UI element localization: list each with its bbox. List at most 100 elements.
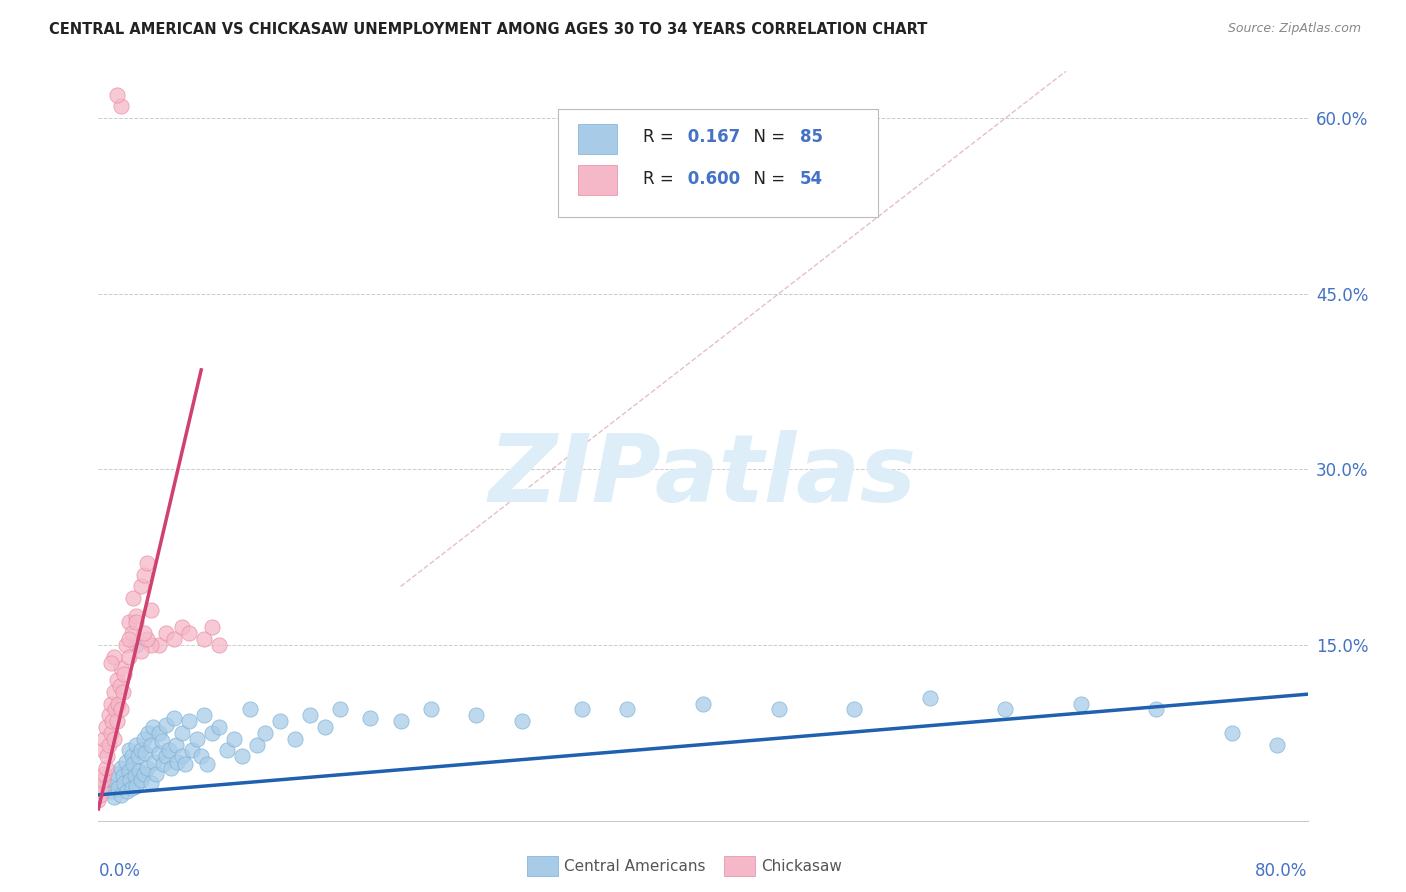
Point — [105, 673, 128, 688]
Point — [224, 731, 246, 746]
Point — [186, 731, 208, 746]
Point — [239, 702, 262, 716]
Point — [173, 757, 195, 772]
Text: 0.600: 0.600 — [682, 169, 741, 187]
Point — [150, 734, 173, 748]
Point — [105, 87, 128, 102]
Point — [134, 746, 156, 760]
Point — [465, 708, 488, 723]
Point — [103, 790, 125, 805]
Point — [155, 749, 177, 764]
Text: 54: 54 — [800, 169, 823, 187]
Point — [692, 697, 714, 711]
Point — [114, 638, 136, 652]
Point — [360, 710, 382, 724]
Point — [193, 632, 215, 647]
Point — [163, 710, 186, 724]
Text: CENTRAL AMERICAN VS CHICKASAW UNEMPLOYMENT AMONG AGES 30 TO 34 YEARS CORRELATION: CENTRAL AMERICAN VS CHICKASAW UNEMPLOYME… — [49, 22, 928, 37]
Text: 0.167: 0.167 — [682, 128, 741, 146]
Point — [142, 720, 165, 734]
Point — [160, 761, 183, 775]
Text: ZIPatlas: ZIPatlas — [489, 430, 917, 522]
Point — [108, 679, 131, 693]
Point — [141, 738, 163, 752]
Point — [269, 714, 291, 728]
Point — [141, 776, 163, 790]
Text: 80.0%: 80.0% — [1256, 862, 1308, 880]
Bar — [578, 124, 617, 153]
Point — [111, 769, 134, 783]
Point — [112, 667, 135, 681]
Point — [299, 708, 322, 723]
Point — [112, 776, 135, 790]
Point — [201, 726, 224, 740]
Point — [246, 738, 269, 752]
Point — [124, 769, 146, 783]
Point — [208, 720, 231, 734]
Point — [100, 656, 122, 670]
Point — [284, 731, 307, 746]
Point — [844, 702, 866, 716]
Point — [104, 702, 127, 716]
Point — [193, 708, 215, 723]
Text: Chickasaw: Chickasaw — [761, 859, 842, 873]
Point — [122, 591, 145, 606]
Point — [93, 731, 115, 746]
Point — [132, 767, 155, 781]
Point — [121, 626, 143, 640]
Point — [165, 738, 187, 752]
Point — [98, 708, 121, 723]
Point — [114, 755, 136, 769]
Point — [93, 767, 115, 781]
Point — [420, 702, 443, 716]
Point — [141, 638, 163, 652]
Point — [125, 738, 148, 752]
Text: N =: N = — [742, 128, 790, 146]
Point — [143, 755, 166, 769]
Point — [170, 620, 193, 634]
Point — [98, 738, 121, 752]
Point — [118, 649, 141, 664]
Point — [94, 720, 117, 734]
Point — [1144, 702, 1167, 716]
Point — [1220, 726, 1243, 740]
Point — [118, 615, 141, 629]
Point — [510, 714, 533, 728]
Point — [132, 731, 155, 746]
Point — [181, 743, 204, 757]
Point — [111, 685, 134, 699]
Point — [118, 764, 141, 779]
Point — [103, 685, 125, 699]
Point — [127, 749, 149, 764]
Point — [107, 780, 129, 795]
Point — [616, 702, 638, 716]
Point — [125, 779, 148, 793]
Text: R =: R = — [643, 169, 679, 187]
Point — [166, 755, 188, 769]
Point — [179, 714, 201, 728]
Point — [129, 743, 152, 757]
Point — [155, 626, 177, 640]
Point — [1267, 738, 1289, 752]
Point — [103, 772, 125, 787]
Point — [571, 702, 593, 716]
Point — [148, 746, 170, 760]
Point — [100, 697, 122, 711]
Text: R =: R = — [643, 128, 679, 146]
Point — [94, 761, 117, 775]
Point — [129, 580, 152, 594]
Point — [121, 749, 143, 764]
Point — [329, 702, 352, 716]
Point — [152, 757, 174, 772]
Point — [231, 749, 253, 764]
Text: 85: 85 — [800, 128, 823, 146]
Point — [129, 772, 152, 787]
Point — [103, 731, 125, 746]
Point — [89, 788, 111, 802]
Point — [91, 772, 114, 787]
Point — [135, 761, 157, 775]
Point — [122, 757, 145, 772]
Point — [118, 743, 141, 757]
Point — [170, 726, 193, 740]
Point — [148, 638, 170, 652]
